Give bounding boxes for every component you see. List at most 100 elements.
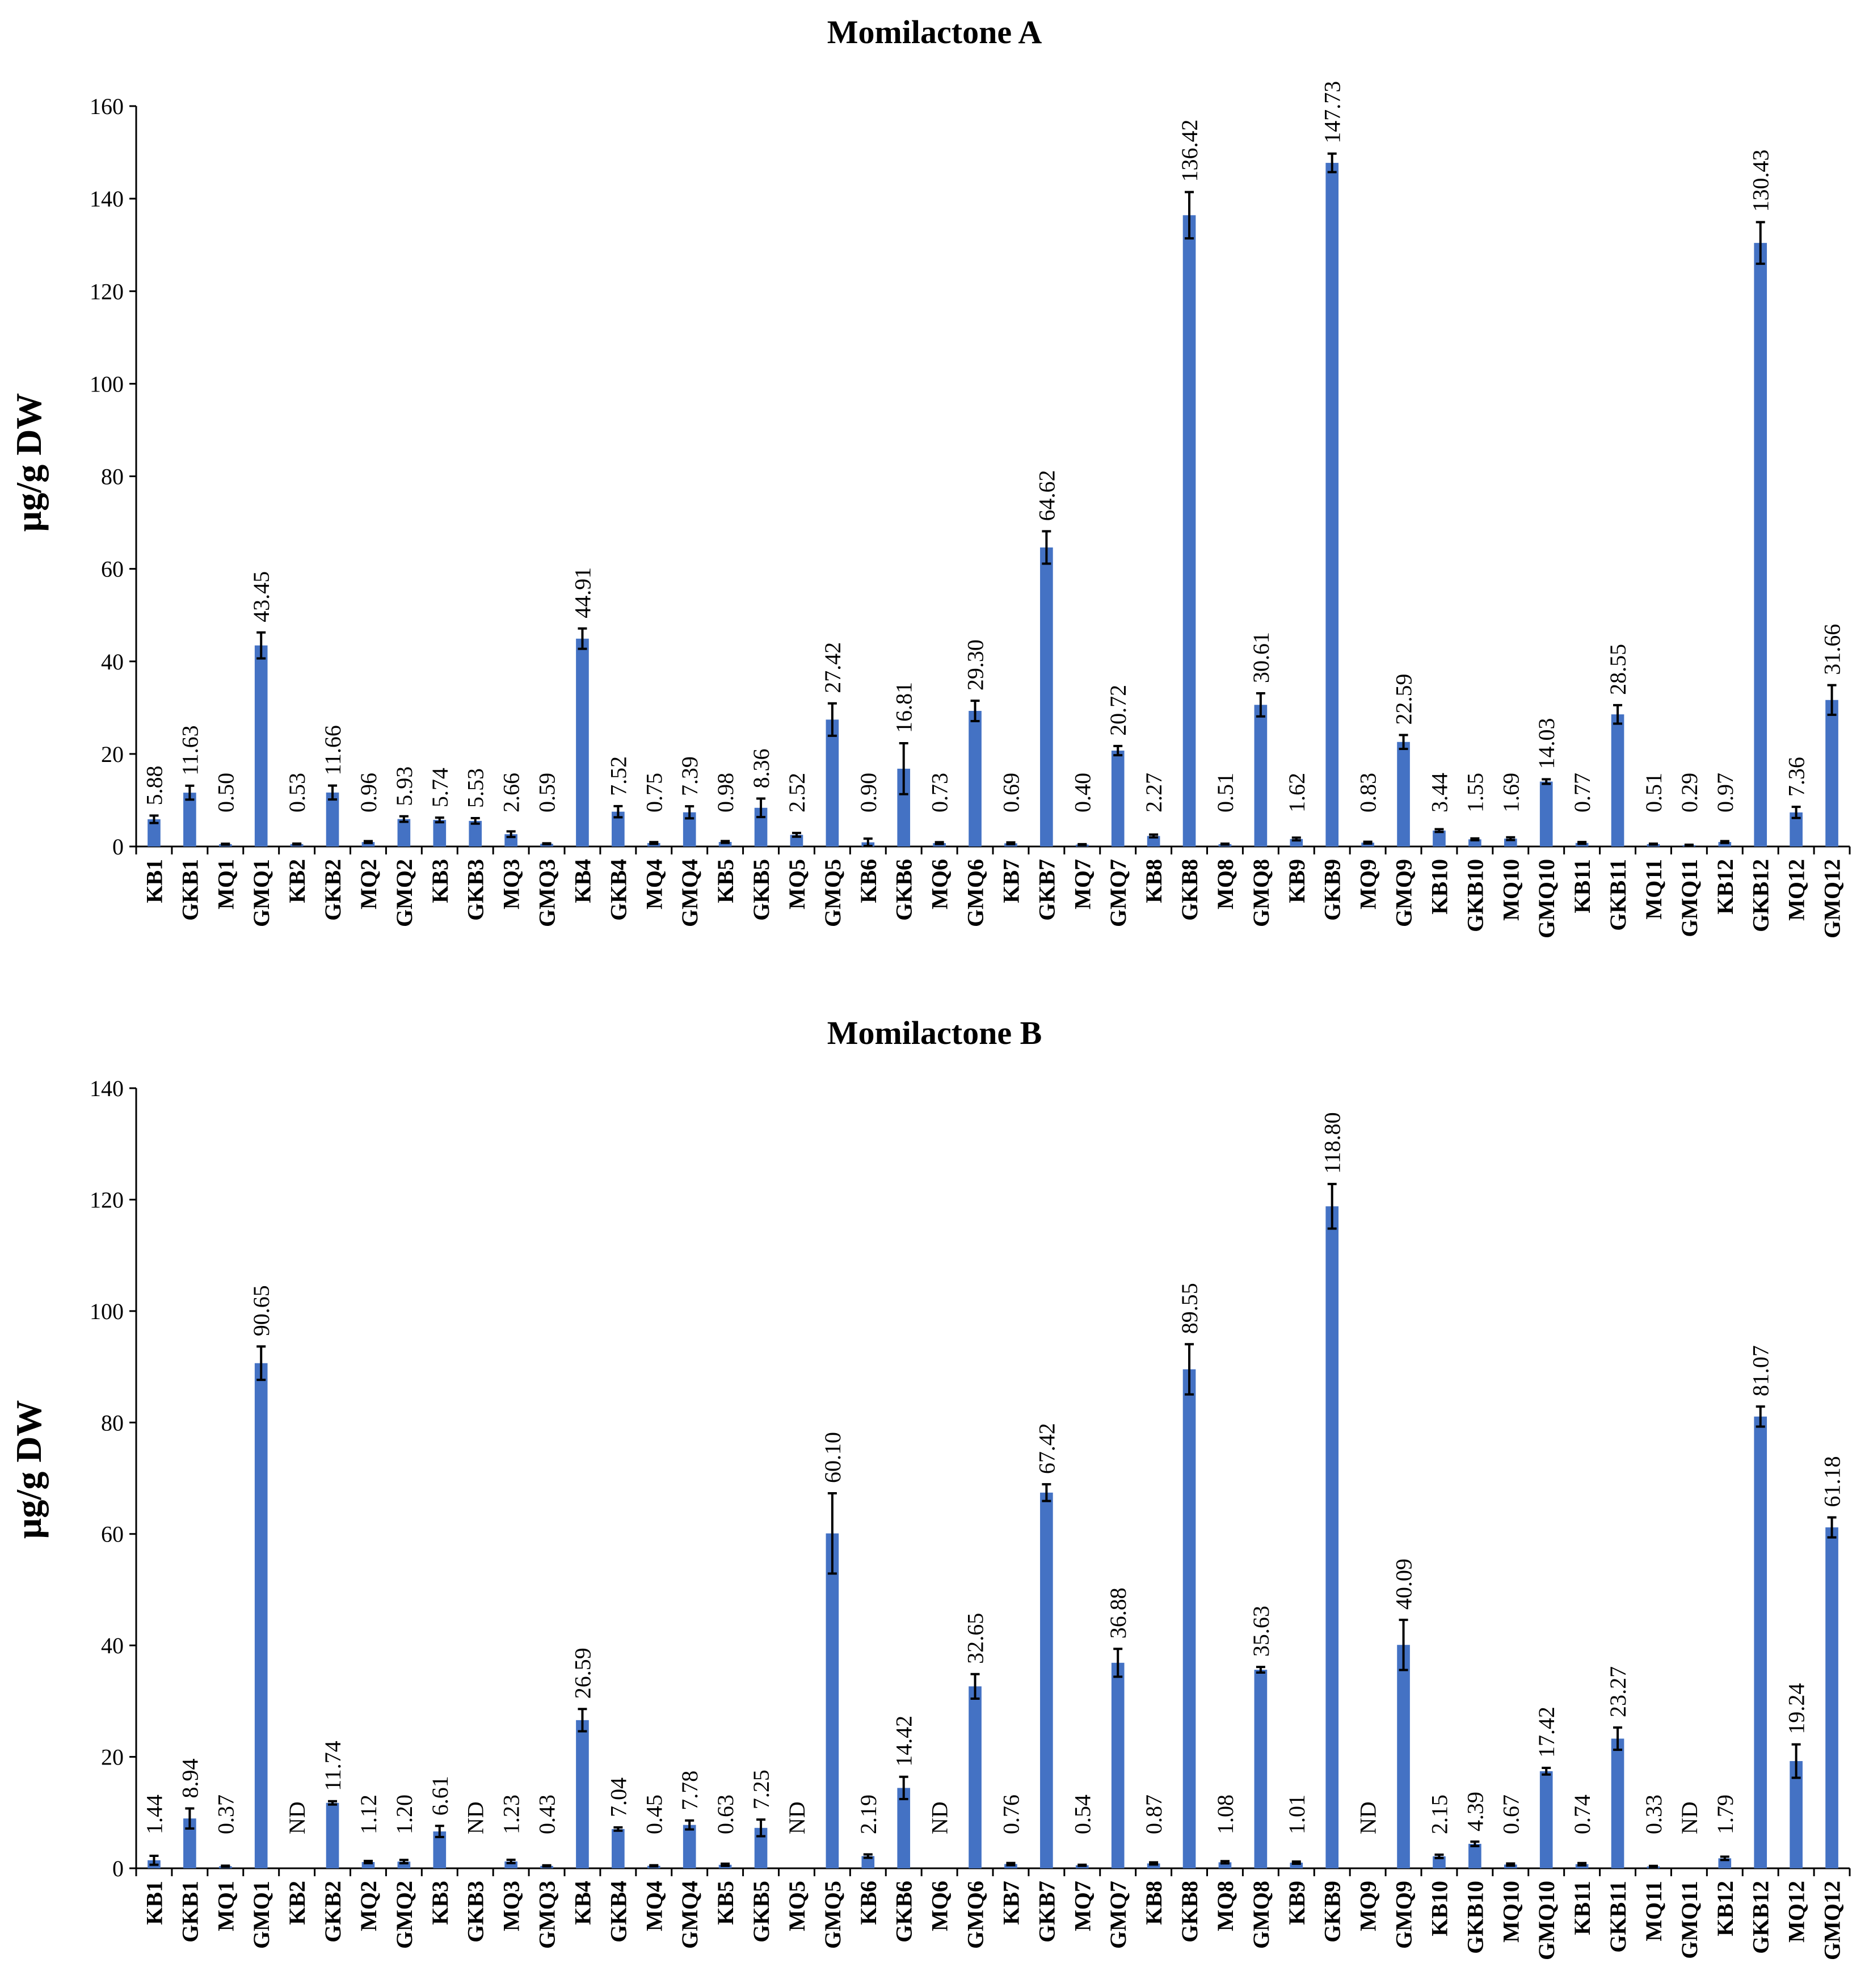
x-tick-label: GMQ9 [1391, 1881, 1417, 1949]
x-tick-label: KB6 [856, 1881, 881, 1925]
chart-title: Momilactone A [827, 14, 1042, 50]
data-label: 0.67 [1498, 1795, 1523, 1834]
data-label: 0.63 [713, 1795, 738, 1834]
x-tick-label: MQ12 [1784, 1881, 1809, 1943]
bar [897, 768, 911, 846]
x-tick-label: GMQ7 [1105, 1881, 1131, 1949]
bar [1433, 830, 1446, 846]
x-tick-label: GMQ5 [820, 1881, 845, 1949]
data-label: 11.66 [320, 725, 346, 776]
x-tick-label: MQ9 [1356, 859, 1381, 909]
data-label: ND [784, 1801, 810, 1834]
data-label: ND [927, 1801, 953, 1834]
bar [433, 820, 447, 846]
x-tick-label: MQ10 [1498, 1881, 1523, 1943]
bar [718, 842, 732, 846]
x-tick-label: GMQ9 [1391, 859, 1417, 927]
data-label: 2.19 [856, 1795, 881, 1834]
bar [1254, 1670, 1268, 1868]
y-tick-label: 20 [101, 742, 124, 767]
data-label: 1.44 [141, 1795, 167, 1834]
x-tick-label: GKB7 [1034, 1881, 1059, 1943]
data-label: 11.63 [177, 725, 203, 776]
x-tick-label: KB4 [570, 1881, 595, 1925]
x-tick-label: GKB11 [1605, 859, 1631, 931]
bar [397, 1861, 411, 1868]
x-tick-label: MQ9 [1356, 1881, 1381, 1931]
bar [1325, 163, 1339, 847]
y-tick-label: 80 [101, 464, 124, 490]
x-tick-label: MQ3 [499, 1881, 524, 1931]
data-label: 130.43 [1748, 149, 1774, 212]
bar [1111, 1662, 1125, 1868]
data-label: 136.42 [1177, 120, 1202, 182]
data-label: 5.74 [427, 768, 453, 807]
data-label: 0.45 [641, 1795, 667, 1834]
x-tick-label: GKB8 [1177, 1881, 1202, 1943]
x-tick-label: GMQ3 [534, 1881, 560, 1949]
x-tick-label: MQ10 [1498, 859, 1523, 921]
y-axis-label: µg/g DW [9, 393, 49, 532]
x-tick-label: GMQ11 [1677, 859, 1702, 937]
x-tick-label: KB5 [713, 859, 738, 903]
data-label: 0.51 [1641, 773, 1666, 812]
bar [1182, 215, 1196, 847]
data-label: 28.55 [1605, 644, 1631, 695]
bar [1147, 1863, 1160, 1868]
bar [826, 1533, 839, 1868]
data-label: 7.36 [1784, 757, 1809, 797]
x-tick-label: MQ11 [1641, 1881, 1666, 1941]
data-label: 5.88 [141, 766, 167, 806]
data-label: 2.66 [499, 773, 524, 812]
data-label: 29.30 [963, 639, 988, 690]
x-tick-label: GKB9 [1320, 859, 1345, 921]
data-label: 14.42 [891, 1716, 917, 1767]
x-tick-label: KB7 [998, 859, 1024, 903]
x-tick-label: MQ1 [213, 859, 238, 909]
data-label: 0.83 [1356, 773, 1381, 812]
data-label: 26.59 [570, 1648, 595, 1699]
data-label: 36.88 [1105, 1587, 1131, 1639]
bar [1825, 700, 1838, 846]
data-label: 0.37 [213, 1795, 238, 1834]
data-label: 0.75 [641, 773, 667, 812]
data-label: ND [1677, 1801, 1702, 1834]
x-tick-label: MQ3 [499, 859, 524, 909]
x-tick-label: GKB6 [891, 1881, 917, 1943]
bar [361, 842, 375, 846]
chart-title: Momilactone B [827, 1014, 1042, 1051]
bar [1433, 1856, 1446, 1868]
x-tick-label: GKB5 [748, 1881, 774, 1943]
bar [1611, 714, 1624, 846]
x-tick-label: GMQ2 [392, 859, 417, 927]
data-label: 1.69 [1498, 773, 1523, 812]
data-label: 0.76 [998, 1795, 1024, 1834]
data-label: 1.20 [392, 1795, 417, 1834]
data-label: 1.55 [1462, 773, 1488, 812]
x-tick-label: MQ4 [641, 859, 667, 909]
data-label: 60.10 [820, 1432, 845, 1483]
bar [754, 1827, 768, 1868]
x-tick-label: GMQ8 [1248, 859, 1274, 927]
data-label: 0.74 [1569, 1795, 1595, 1834]
y-tick-label: 60 [101, 1522, 124, 1547]
data-label: 6.61 [427, 1776, 453, 1816]
x-tick-label: KB10 [1426, 1881, 1452, 1936]
x-tick-label: GKB3 [463, 859, 489, 921]
data-label: 32.65 [963, 1613, 988, 1664]
x-tick-label: KB11 [1569, 859, 1595, 913]
data-label: 23.27 [1605, 1666, 1631, 1717]
data-label: 11.74 [320, 1741, 346, 1791]
x-tick-label: KB7 [998, 1881, 1024, 1925]
x-tick-label: GKB2 [320, 859, 346, 921]
x-tick-label: GKB1 [177, 1881, 203, 1943]
data-label: 90.65 [249, 1285, 274, 1336]
bar [576, 1720, 589, 1868]
data-label: 0.98 [713, 773, 738, 812]
bar [469, 820, 482, 846]
data-label: 7.78 [677, 1771, 702, 1810]
data-label: 64.62 [1034, 470, 1059, 521]
x-tick-label: KB2 [284, 859, 310, 903]
x-tick-label: MQ12 [1784, 859, 1809, 921]
y-tick-label: 100 [90, 1299, 124, 1324]
